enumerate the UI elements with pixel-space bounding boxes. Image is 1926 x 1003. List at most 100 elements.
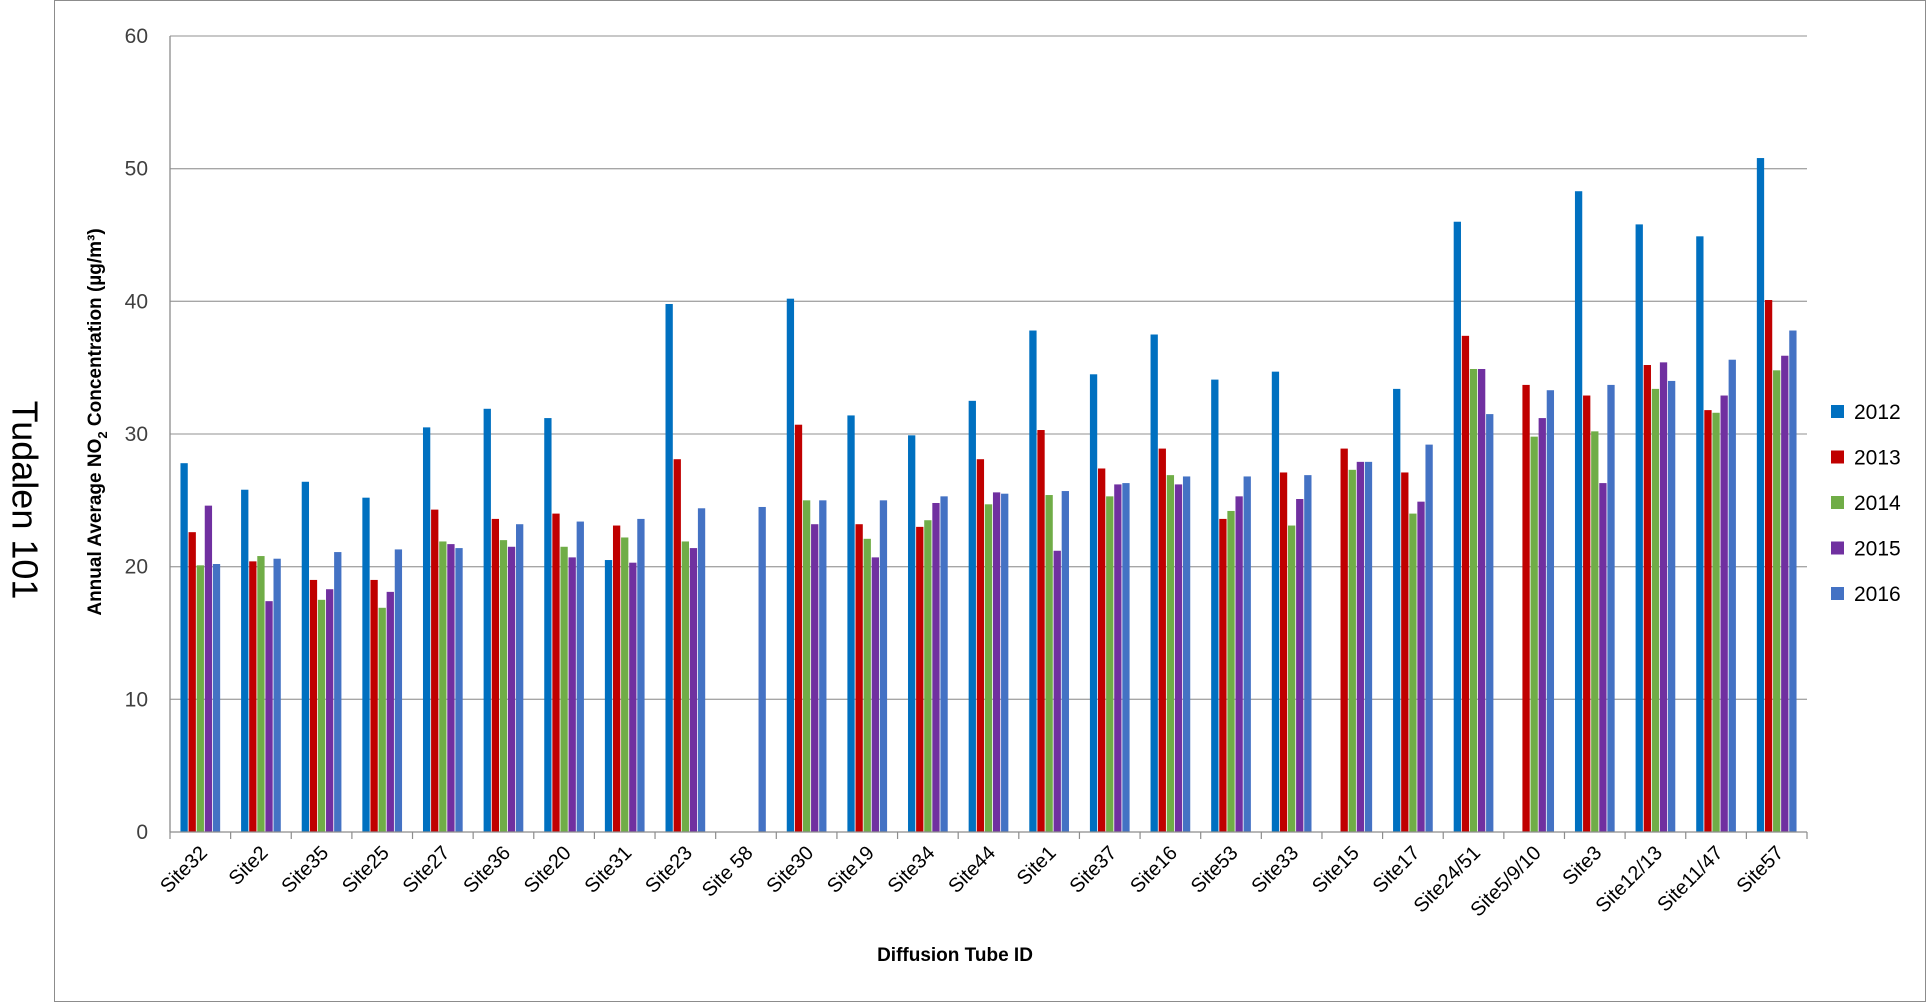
chart-frame: 0 10 20 30 40 50 60 Site32 Site2 Site35 Site25 Sit… <box>54 0 1926 1002</box>
bar-2016 <box>212 564 221 832</box>
bar-2013 <box>976 459 985 832</box>
x-tick-label: Site11/47 <box>1653 842 1727 916</box>
bar-2012 <box>786 298 795 832</box>
bar-2014 <box>924 520 932 832</box>
x-tick-label: Site30 <box>762 842 818 898</box>
bar-2014 <box>984 504 993 832</box>
legend-label-2014: 2014 <box>1854 492 1901 515</box>
page-side-label-text: Tudalen 101 <box>4 400 46 600</box>
bar-2014 <box>1469 368 1478 832</box>
bar-2013 <box>1522 384 1530 832</box>
y-tick-labels: 0 10 20 30 40 50 60 <box>125 25 148 844</box>
bar-2013 <box>1098 468 1106 832</box>
bar-2013 <box>916 526 924 832</box>
bar-2016 <box>758 506 766 832</box>
bar-2015 <box>871 557 879 832</box>
bar-2012 <box>544 418 552 832</box>
bar-2012 <box>362 497 370 832</box>
bar-2015 <box>568 557 576 832</box>
bar-2012 <box>301 481 310 832</box>
legend-swatch-2014 <box>1831 496 1844 509</box>
bar-2013 <box>370 579 378 832</box>
legend-swatch-2012 <box>1831 405 1844 418</box>
y-tick-label: 30 <box>125 423 148 446</box>
bar-2014 <box>1348 469 1356 832</box>
bar-2013 <box>612 525 621 832</box>
bar-2014 <box>681 541 689 832</box>
bar-2014 <box>560 546 568 832</box>
bar-2013 <box>188 532 196 832</box>
bar-2013 <box>1583 395 1591 832</box>
bar-2015 <box>1417 501 1425 832</box>
bar-2016 <box>1486 414 1494 832</box>
bar-2014 <box>1530 436 1538 832</box>
x-tick-label: Site23 <box>641 842 697 898</box>
y-axis-title-subscript: 2 <box>95 431 110 438</box>
bar-2014 <box>1773 370 1781 832</box>
legend-label-2012: 2012 <box>1854 401 1901 424</box>
y-tick-label: 20 <box>125 556 148 579</box>
x-tick-label: Site16 <box>1126 842 1182 898</box>
bar-2016 <box>1667 380 1676 832</box>
bar-2015 <box>447 544 455 832</box>
bar-2014 <box>1045 495 1053 832</box>
x-tick-label: Site15 <box>1308 842 1364 898</box>
bar-2016 <box>879 500 888 832</box>
y-tick-label: 10 <box>125 688 148 711</box>
bar-2012 <box>1211 379 1219 832</box>
bar-2012 <box>908 435 916 832</box>
bar-2013 <box>1764 300 1773 832</box>
bar-2012 <box>1393 388 1401 832</box>
bar-2015 <box>1053 550 1061 832</box>
bar-2016 <box>1061 491 1069 832</box>
bars <box>180 158 1797 833</box>
bar-2012 <box>1574 191 1583 833</box>
bar-2016 <box>1001 493 1009 832</box>
y-axis-title-main: Annual Average NO <box>85 439 106 616</box>
bar-2013 <box>1340 448 1348 832</box>
bar-2014 <box>1106 496 1114 832</box>
bar-2016 <box>1243 476 1251 832</box>
bar-2015 <box>386 591 394 832</box>
bar-2013 <box>1219 518 1227 832</box>
bar-2012 <box>241 489 249 832</box>
bar-2015 <box>1356 461 1365 832</box>
bar-2016 <box>576 521 584 832</box>
legend-swatch-2015 <box>1831 541 1844 555</box>
bar-2013 <box>1158 448 1166 832</box>
bar-2015 <box>689 548 698 832</box>
x-tick-label: Site44 <box>944 842 1000 898</box>
bar-2013 <box>1643 365 1651 832</box>
bar-2014 <box>499 540 508 832</box>
y-axis-title: Annual Average NO2 Concentration (µg/m³) <box>85 228 110 615</box>
bar-2015 <box>629 562 637 832</box>
bar-2015 <box>1538 418 1546 832</box>
bar-2012 <box>665 303 673 832</box>
y-axis-title-units: Concentration (µg/m³) <box>85 228 106 431</box>
bar-2014 <box>378 607 386 832</box>
bar-2016 <box>1607 384 1615 832</box>
x-tick-labels: Site32 Site2 Site35 Site25 Site27 Site36 Site2… <box>156 842 1788 921</box>
bar-2015 <box>265 601 273 832</box>
bar-2014 <box>439 541 447 832</box>
bar-2013 <box>431 509 439 832</box>
bar-2012 <box>1453 221 1461 833</box>
bar-2016 <box>637 518 645 832</box>
bar-2015 <box>507 546 516 832</box>
bar-2015 <box>1599 483 1607 832</box>
bar-2015 <box>811 524 819 832</box>
bar-2015 <box>1720 395 1728 832</box>
bar-2016 <box>1728 359 1736 832</box>
bar-2014 <box>621 537 629 832</box>
bar-2013 <box>491 518 500 832</box>
x-tick-label: Site17 <box>1369 842 1425 898</box>
bar-2015 <box>1296 499 1304 832</box>
bar-2014 <box>196 565 204 832</box>
x-tick-label: Site34 <box>884 842 940 898</box>
bar-2016 <box>1122 483 1130 832</box>
x-tick-label: Site35 <box>277 842 333 898</box>
y-tick-label: 50 <box>125 158 148 181</box>
bar-2012 <box>483 408 491 832</box>
bar-2016 <box>1304 475 1312 832</box>
bar-2015 <box>1477 368 1486 832</box>
